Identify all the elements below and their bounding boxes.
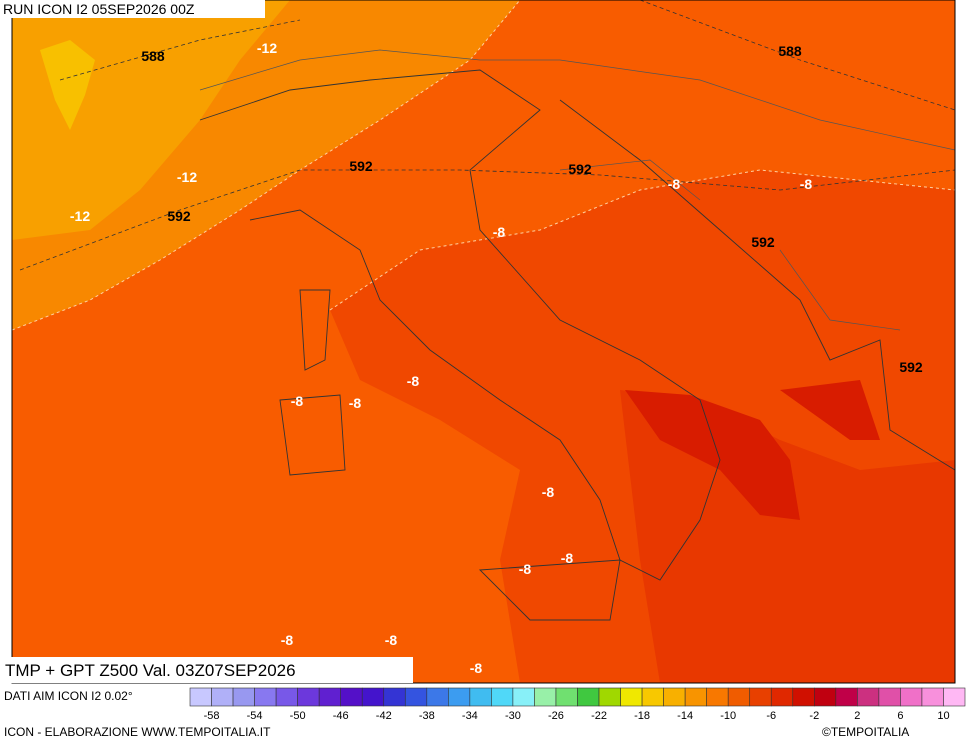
colorbar-swatch xyxy=(211,687,234,707)
hot-zone xyxy=(620,390,955,683)
contour xyxy=(329,169,956,311)
colorbar-swatch xyxy=(943,687,966,707)
colorbar-tick-label: -46 xyxy=(333,710,349,722)
colorbar-swatch xyxy=(598,687,621,707)
colorbar-swatch xyxy=(577,687,600,707)
contour-label: 592 xyxy=(167,208,191,224)
colorbar-swatch xyxy=(684,687,707,707)
colorbar-tick-label: 2 xyxy=(854,710,860,722)
contour-label: 592 xyxy=(349,158,373,174)
contour-labels: 588 -12 588 592 592 -8 -8 -12 -12 592 -8 592 592 -8 -8… xyxy=(70,40,923,676)
contour-label: -8 xyxy=(291,393,304,409)
colorbar-swatch xyxy=(641,687,664,707)
copyright: ©TEMPOITALIA xyxy=(822,725,909,739)
credit: ICON - ELABORAZIONE WWW.TEMPOITALIA.IT xyxy=(4,725,271,739)
colorbar-swatch xyxy=(318,687,341,707)
colorbar-tick-label: -58 xyxy=(204,710,220,722)
title-box xyxy=(0,657,413,683)
colorbar-tick-label: -6 xyxy=(766,710,776,722)
colorbar-swatch xyxy=(706,687,729,707)
height-contour xyxy=(19,0,956,271)
colorbar-swatch xyxy=(792,687,815,707)
colorbar-tick-label: -42 xyxy=(376,710,392,722)
colorbar-tick-label: -50 xyxy=(290,710,306,722)
colorbar-swatch xyxy=(878,687,901,707)
colorbar-swatch xyxy=(814,687,837,707)
colorbar-swatch xyxy=(297,687,320,707)
run-label: RUN ICON I2 05SEP2026 00Z xyxy=(3,1,195,17)
contour-label: 588 xyxy=(778,43,802,59)
header-box xyxy=(0,0,265,18)
colorbar-swatch xyxy=(448,687,471,707)
colorbar-swatch xyxy=(921,687,944,707)
colorbar-tick-label: -10 xyxy=(720,710,736,722)
map: 588 -12 588 592 592 -8 -8 -12 -12 592 -8 592 592 -8 -8… xyxy=(11,0,956,684)
colorbar-swatch xyxy=(857,687,880,707)
contour-label: -8 xyxy=(349,395,362,411)
colorbar-tick-label: -26 xyxy=(548,710,564,722)
colorbar-swatch xyxy=(254,687,277,707)
contour-label: 592 xyxy=(751,234,775,250)
contour-label: -12 xyxy=(177,169,197,185)
colorbar-swatch xyxy=(340,687,363,707)
colorbar: -58 -54 -50 -46 -42 -38 -34 -30 -26 -22 -18 -14 -10-… xyxy=(189,687,966,722)
colorbar-swatch xyxy=(189,687,212,707)
contour-label: -8 xyxy=(542,484,555,500)
colorbar-swatch xyxy=(512,687,535,707)
colorbar-tick-label: -18 xyxy=(634,710,650,722)
hot-spot xyxy=(625,380,880,520)
contour-label: -8 xyxy=(561,550,574,566)
contour-label: -8 xyxy=(385,632,398,648)
colorbar-swatch xyxy=(426,687,449,707)
product-title: TMP + GPT Z500 Val. 03Z07SEP2026 xyxy=(5,661,296,680)
warm-zone xyxy=(40,40,95,130)
colorbar-swatch xyxy=(727,687,751,707)
colorbar-swatch xyxy=(404,687,428,707)
colorbar-tick-label: -2 xyxy=(809,710,819,722)
colorbar-swatch xyxy=(620,687,643,707)
colorbar-tick-label: -30 xyxy=(505,710,521,722)
map-frame xyxy=(11,0,956,684)
contour-label: -8 xyxy=(519,561,532,577)
colorbar-swatch xyxy=(770,687,794,707)
colorbar-swatch xyxy=(835,687,858,707)
colorbar-tick-label: -34 xyxy=(462,710,478,722)
colorbar-swatch xyxy=(749,687,772,707)
colorbar-swatch xyxy=(275,687,298,707)
colorbar-swatch xyxy=(232,687,255,707)
coastline xyxy=(199,69,956,621)
contour-label: -12 xyxy=(70,208,90,224)
contour-label: -8 xyxy=(281,632,294,648)
colorbar-swatch xyxy=(469,687,492,707)
colorbar-swatch xyxy=(663,687,686,707)
contour-label: -8 xyxy=(668,176,681,192)
colorbar-swatch xyxy=(383,687,406,707)
contour-label: -8 xyxy=(800,176,813,192)
border xyxy=(199,49,956,331)
colorbar-swatch xyxy=(555,687,578,707)
contour-label: -12 xyxy=(257,40,277,56)
contour-label: -8 xyxy=(470,660,483,676)
colorbar-tick-label: -54 xyxy=(247,710,263,722)
contour-label: 592 xyxy=(899,359,923,375)
colorbar-tick-label: -22 xyxy=(591,710,607,722)
colorbar-swatch xyxy=(900,687,923,707)
source: DATI AIM ICON I2 0.02° xyxy=(4,689,133,703)
contour xyxy=(11,0,521,331)
colorbar-tick-label: -14 xyxy=(677,710,693,722)
contour-label: 592 xyxy=(568,161,592,177)
colorbar-swatch xyxy=(361,687,385,707)
contour-label: -8 xyxy=(493,224,506,240)
colorbar-tick-label: 10 xyxy=(937,710,949,722)
colorbar-swatch xyxy=(534,687,557,707)
colorbar-tick-label: 6 xyxy=(897,710,903,722)
colorbar-swatch xyxy=(491,687,514,707)
contour-label: -8 xyxy=(407,373,420,389)
colorbar-tick-label: -38 xyxy=(419,710,435,722)
contour-label: 588 xyxy=(141,48,165,64)
